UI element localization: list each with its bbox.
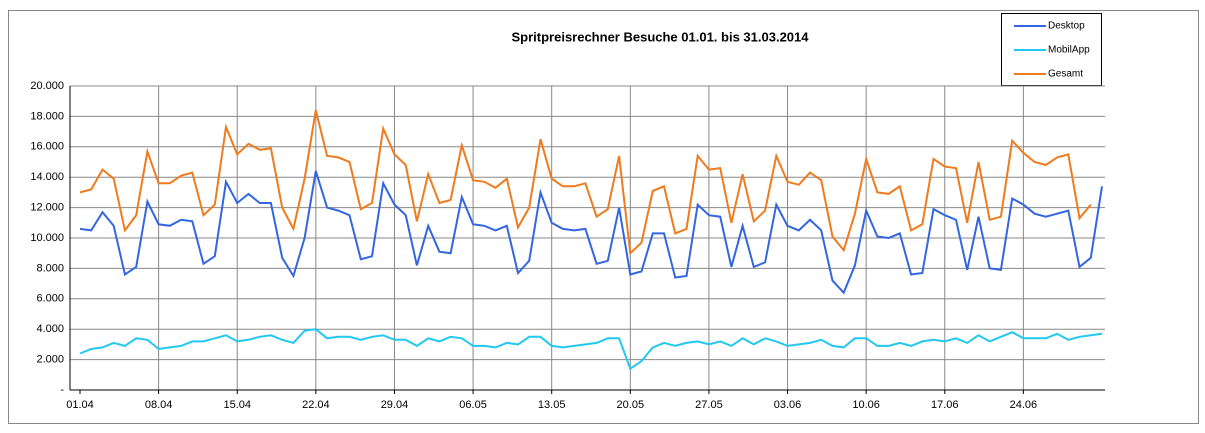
legend-label: MobilApp xyxy=(1048,45,1090,56)
legend-label: Gesamt xyxy=(1048,69,1083,80)
x-tick-label: 13.05 xyxy=(538,399,566,411)
y-tick-label: 4.000 xyxy=(36,323,64,335)
x-tick-label: 27.05 xyxy=(695,399,723,411)
y-tick-label: 2.000 xyxy=(36,354,64,366)
y-tick-label: 6.000 xyxy=(36,293,64,305)
series-line xyxy=(79,328,1103,371)
x-tick-label: 15.04 xyxy=(223,399,251,411)
chart-title: Spritpreisrechner Besuche 01.01. bis 31.… xyxy=(511,29,809,44)
x-tick-label: 08.04 xyxy=(145,399,173,411)
y-tick-label: 12.000 xyxy=(30,202,64,214)
y-tick-label: 14.000 xyxy=(30,171,64,183)
x-tick-label: 24.06 xyxy=(1010,399,1038,411)
legend-label: Desktop xyxy=(1048,21,1085,32)
y-tick-label: 8.000 xyxy=(36,262,64,274)
y-tick-label: 10.000 xyxy=(30,232,64,244)
x-tick-label: 10.06 xyxy=(852,399,880,411)
x-tick-label: 01.04 xyxy=(66,399,94,411)
y-tick-label: 16.000 xyxy=(30,141,64,153)
x-tick-label: 29.04 xyxy=(381,399,409,411)
series-line xyxy=(79,110,1092,256)
y-tick-label: - xyxy=(60,384,64,396)
y-tick-label: 20.000 xyxy=(30,80,64,92)
series-line xyxy=(79,170,1103,295)
x-tick-label: 20.05 xyxy=(617,399,645,411)
x-tick-label: 03.06 xyxy=(774,399,802,411)
x-tick-label: 22.04 xyxy=(302,399,330,411)
x-tick-label: 17.06 xyxy=(931,399,959,411)
y-tick-label: 18.000 xyxy=(30,110,64,122)
x-tick-label: 06.05 xyxy=(459,399,487,411)
